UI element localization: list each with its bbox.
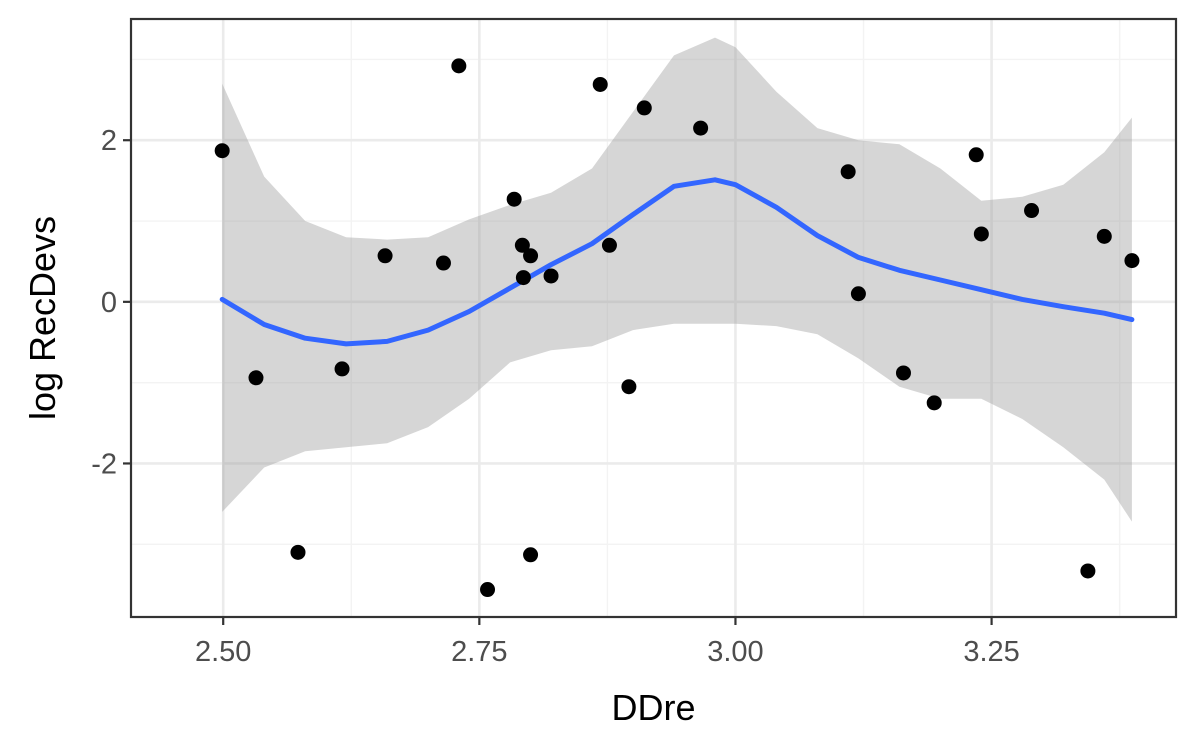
- x-tick-label: 2.50: [195, 636, 251, 668]
- data-point: [601, 237, 617, 253]
- data-point: [248, 370, 264, 386]
- data-point: [840, 164, 856, 180]
- data-point: [895, 365, 911, 381]
- data-point: [543, 268, 559, 284]
- data-point: [515, 270, 531, 286]
- data-point: [523, 547, 539, 563]
- data-point: [523, 248, 539, 264]
- x-tick-label: 3.00: [707, 636, 763, 668]
- data-points: [214, 58, 1140, 598]
- y-tick-label: 2: [101, 125, 117, 157]
- data-point: [1024, 203, 1040, 219]
- confidence-ribbon: [222, 37, 1132, 522]
- data-point: [926, 395, 942, 411]
- x-axis-title: DDre: [611, 687, 695, 728]
- data-point: [214, 143, 230, 159]
- data-point: [621, 379, 637, 395]
- data-point: [514, 237, 530, 253]
- panel-border: [129, 17, 1178, 619]
- data-point: [636, 100, 652, 116]
- data-point: [693, 120, 709, 136]
- data-point: [592, 76, 608, 92]
- data-point: [850, 286, 866, 302]
- data-point: [451, 58, 467, 74]
- y-tick-label: 0: [101, 287, 117, 319]
- data-point: [290, 544, 306, 560]
- data-point: [435, 255, 451, 271]
- data-point: [1080, 563, 1096, 579]
- y-axis-ticks: -2 0 2: [91, 125, 131, 480]
- smooth-line: [219, 177, 1135, 347]
- data-point: [973, 226, 989, 242]
- x-tick-label: 3.25: [963, 636, 1019, 668]
- x-axis-ticks: 2.50 2.75 3.00 3.25: [195, 617, 1020, 668]
- data-point: [334, 361, 350, 377]
- y-tick-label: -2: [91, 448, 117, 480]
- data-point: [480, 582, 496, 598]
- data-point: [968, 147, 984, 163]
- data-point: [377, 248, 393, 264]
- data-point: [1124, 253, 1140, 269]
- minor-grid: [131, 19, 1176, 617]
- y-axis-title: log RecDevs: [22, 216, 63, 420]
- x-tick-label: 2.75: [451, 636, 507, 668]
- major-grid: [131, 19, 1176, 617]
- data-point: [506, 191, 522, 207]
- data-point: [1096, 228, 1112, 244]
